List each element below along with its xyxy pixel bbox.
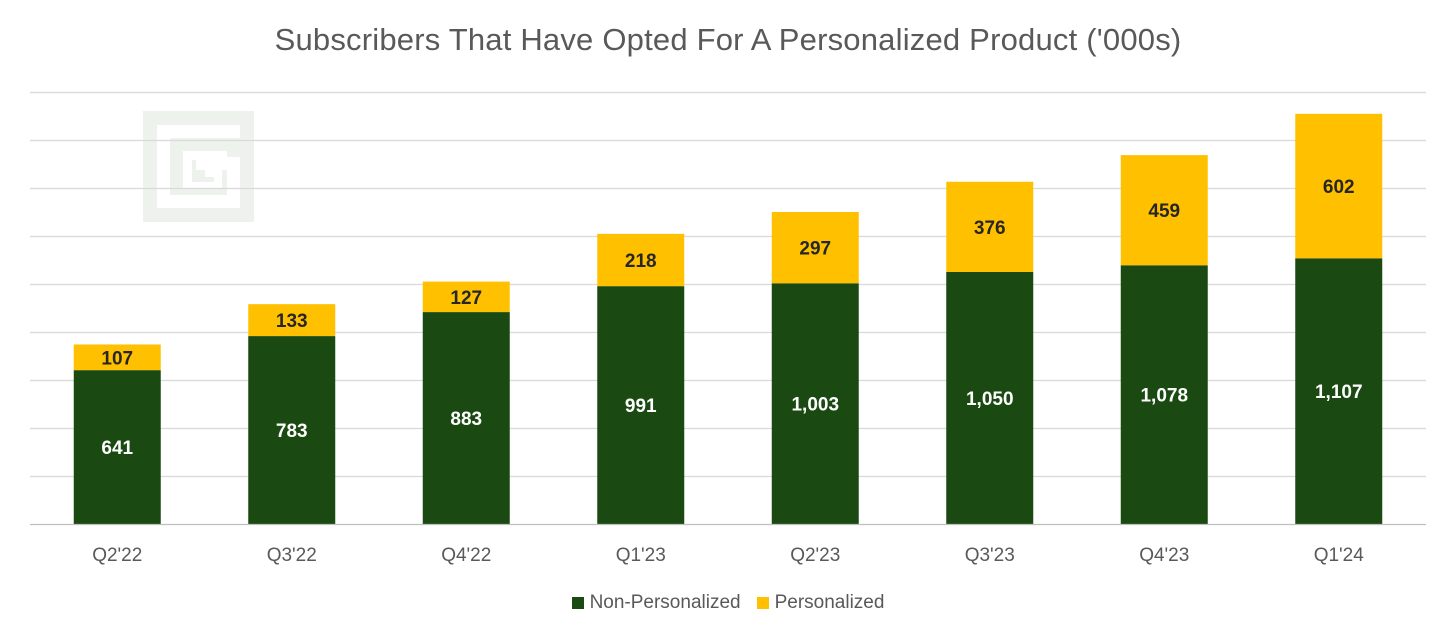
data-label-non-personalized-q2-23: 1,003 bbox=[791, 395, 839, 416]
data-label-personalized-q4-23: 459 bbox=[1148, 201, 1180, 222]
data-label-non-personalized-q3-22: 783 bbox=[276, 421, 308, 442]
legend-item-non-personalized: Non-Personalized bbox=[571, 592, 741, 614]
chart-title: Subscribers That Have Opted For A Person… bbox=[274, 22, 1182, 57]
x-tick-label: Q2'22 bbox=[92, 545, 142, 566]
x-axis: Q2'22 Q3'22 Q4'22 Q1'23 Q2'23 Q3'23 Q4'23 Q1'24 bbox=[30, 523, 1426, 566]
data-label-personalized-q2-23: 297 bbox=[799, 239, 831, 260]
bar-non-personalized-q2-22 bbox=[73, 370, 161, 524]
data-label-personalized-q2-22: 107 bbox=[101, 348, 133, 369]
x-tick-label: Q1'24 bbox=[1314, 545, 1365, 566]
chart-legend: Non-Personalized Personalized bbox=[0, 592, 1456, 614]
data-label-non-personalized-q4-22: 883 bbox=[450, 409, 482, 430]
bar-non-personalized-q3-23 bbox=[946, 272, 1034, 524]
data-label-non-personalized-q1-23: 991 bbox=[625, 396, 657, 417]
legend-label-non-personalized: Non-Personalized bbox=[589, 592, 741, 613]
bar-non-personalized-q3-22 bbox=[248, 336, 336, 524]
bar-non-personalized-q1-24 bbox=[1295, 258, 1383, 524]
bar-personalized-q2-22 bbox=[73, 344, 161, 371]
x-tick-label: Q2'23 bbox=[790, 545, 840, 566]
data-label-personalized-q1-24: 602 bbox=[1323, 177, 1355, 198]
data-label-personalized-q4-22: 127 bbox=[450, 288, 482, 309]
x-tick-label: Q3'22 bbox=[267, 545, 317, 566]
bar-personalized-q1-24 bbox=[1295, 113, 1383, 259]
bar-personalized-q4-23 bbox=[1120, 155, 1208, 266]
watermark-logo bbox=[143, 111, 254, 222]
data-labels: 641 107 783 133 883 127 991 218 1,003 297 1,050 376… bbox=[101, 177, 1362, 459]
data-label-non-personalized-q1-24: 1,107 bbox=[1315, 382, 1363, 403]
bar-non-personalized-q4-23 bbox=[1120, 265, 1208, 524]
data-label-non-personalized-q3-23: 1,050 bbox=[966, 389, 1014, 410]
bar-non-personalized-q1-23 bbox=[597, 286, 685, 524]
bar-personalized-q2-23 bbox=[771, 212, 859, 284]
bar-personalized-q3-22 bbox=[248, 304, 336, 337]
x-tick-label: Q1'23 bbox=[616, 545, 666, 566]
data-label-non-personalized-q2-22: 641 bbox=[101, 438, 133, 459]
bar-non-personalized-q4-22 bbox=[422, 312, 510, 524]
bar-non-personalized-q2-23 bbox=[771, 283, 859, 524]
data-label-personalized-q3-22: 133 bbox=[276, 311, 308, 332]
legend-label-personalized: Personalized bbox=[774, 592, 885, 613]
legend-item-personalized: Personalized bbox=[756, 592, 885, 614]
legend-swatch-personalized bbox=[756, 597, 769, 609]
data-label-personalized-q1-23: 218 bbox=[625, 251, 657, 272]
x-tick-label: Q3'23 bbox=[965, 545, 1015, 566]
x-tick-label: Q4'22 bbox=[441, 545, 491, 566]
bar-personalized-q1-23 bbox=[597, 233, 685, 287]
bar-personalized-q3-23 bbox=[946, 181, 1034, 272]
data-label-personalized-q3-23: 376 bbox=[974, 218, 1006, 239]
data-label-non-personalized-q4-23: 1,078 bbox=[1140, 386, 1188, 407]
x-tick-label: Q4'23 bbox=[1139, 545, 1189, 566]
bar-personalized-q4-22 bbox=[422, 281, 510, 313]
bars bbox=[73, 113, 1383, 524]
legend-swatch-non-personalized bbox=[571, 597, 584, 609]
